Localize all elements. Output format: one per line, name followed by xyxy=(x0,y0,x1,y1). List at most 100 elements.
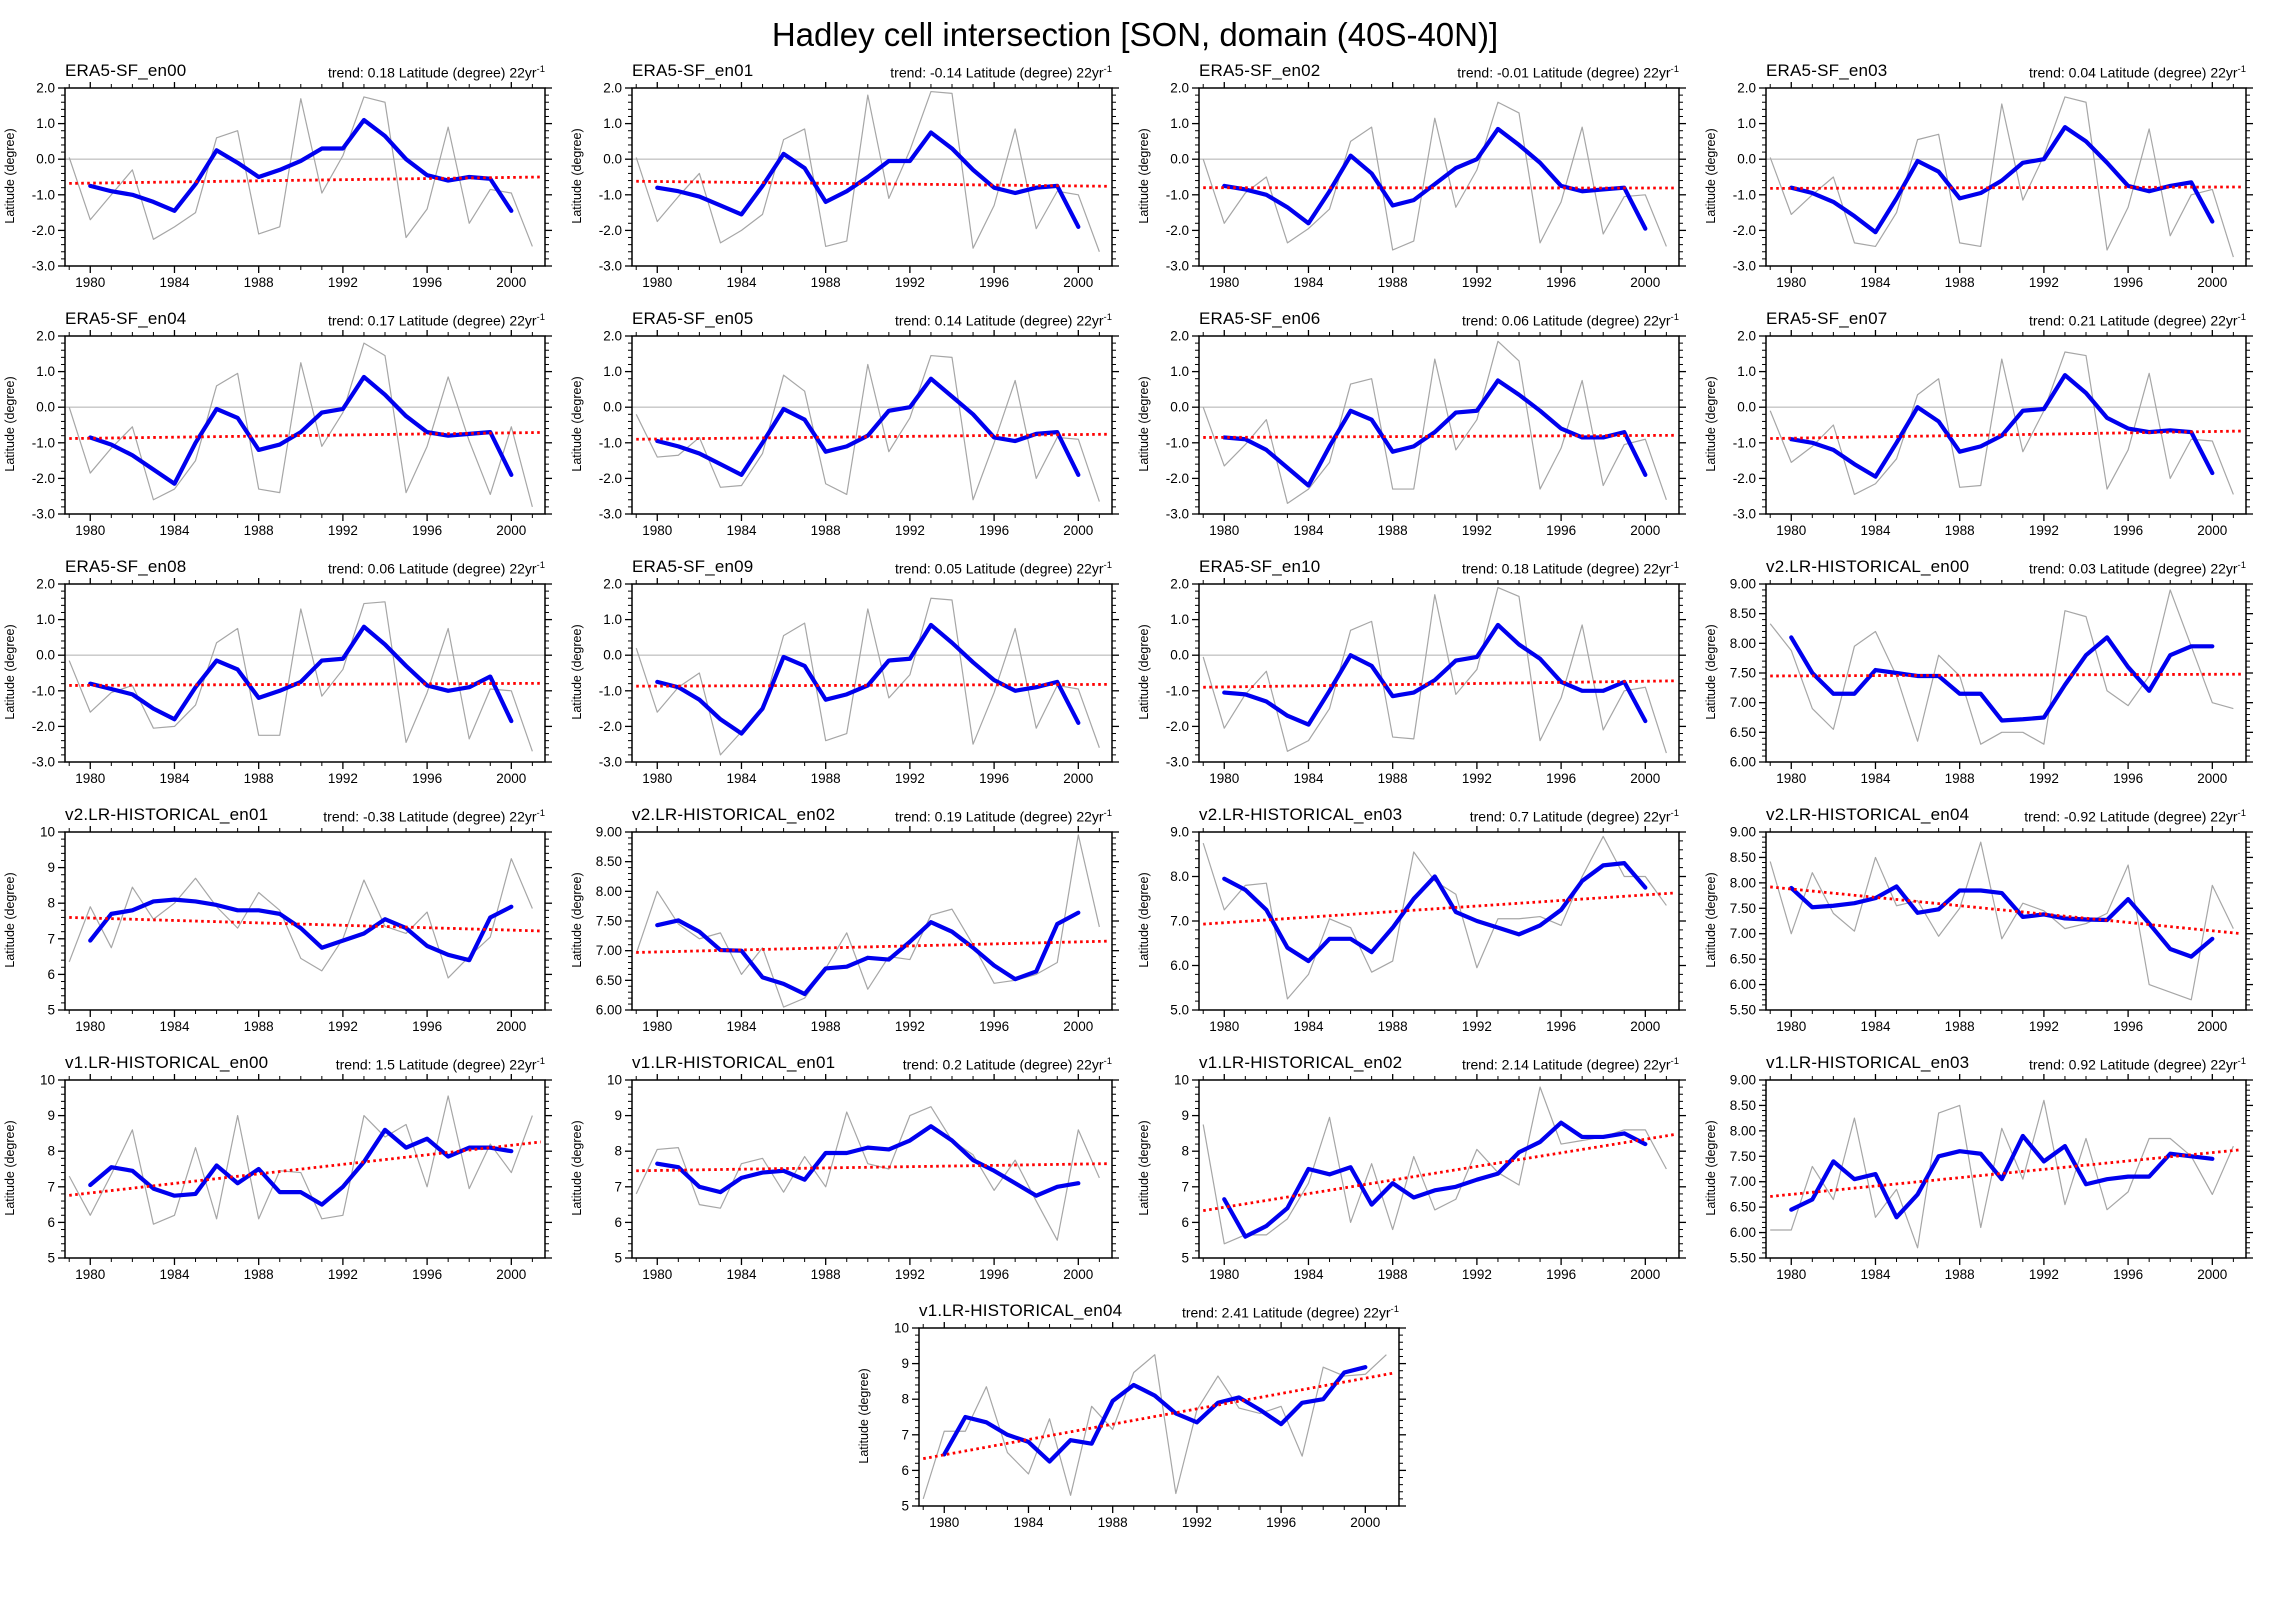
x-tick-label: 1980 xyxy=(1209,771,1239,786)
x-tick-label: 1996 xyxy=(979,523,1009,538)
smoothed-series-line xyxy=(88,897,514,963)
trend-line xyxy=(1770,429,2242,440)
y-axis-label: Latitude (degree) xyxy=(1704,1120,1718,1216)
x-tick-label: 1996 xyxy=(2113,1019,2143,1034)
x-tick-label: 1992 xyxy=(328,523,358,538)
chart-panel: ERA5-SF_en10 trend: 0.18 Latitude (degree… xyxy=(1135,552,1695,796)
y-tick-label: -1.0 xyxy=(1166,683,1189,698)
y-tick-label: 0.0 xyxy=(1737,152,1756,167)
chart-panel: ERA5-SF_en00 trend: 0.18 Latitude (degree… xyxy=(1,56,561,300)
y-tick-label: -3.0 xyxy=(1733,507,1756,522)
raw-series-line xyxy=(1202,340,1667,504)
x-tick-label: 1980 xyxy=(1776,523,1806,538)
x-tick-label: 1984 xyxy=(726,1267,757,1282)
x-tick-label: 2000 xyxy=(1630,1267,1660,1282)
x-tick-label: 1980 xyxy=(1776,771,1806,786)
y-tick-label: -1.0 xyxy=(1733,187,1756,202)
panel-title: v2.LR-HISTORICAL_en02 xyxy=(632,805,836,824)
chart-panel: ERA5-SF_en09 trend: 0.05 Latitude (degree… xyxy=(568,552,1128,796)
x-tick-label: 1996 xyxy=(1266,1515,1296,1530)
x-tick-label: 1984 xyxy=(726,523,757,538)
y-tick-label: 6.00 xyxy=(1730,755,1756,770)
x-tick-label: 2000 xyxy=(496,523,526,538)
x-tick-label: 1996 xyxy=(979,1267,1009,1282)
chart-panel: v1.LR-HISTORICAL_en01 trend: 0.2 Latitude… xyxy=(568,1048,1128,1292)
raw-series-line xyxy=(1202,101,1667,251)
y-tick-label: 6 xyxy=(614,1215,622,1230)
panel-header: v1.LR-HISTORICAL_en01 trend: 0.2 Latitude… xyxy=(568,1048,1128,1074)
plot-svg: 1980 1984 1988 1992 1996 2000 10 9 8 7 6 5 xyxy=(894,1322,1406,1530)
y-tick-label: -1.0 xyxy=(32,435,55,450)
y-tick-label: 0.0 xyxy=(1737,400,1756,415)
x-tick-label: 1992 xyxy=(1462,275,1492,290)
panel-title: v2.LR-HISTORICAL_en00 xyxy=(1766,557,1970,576)
panel-header: ERA5-SF_en02 trend: -0.01 Latitude (degre… xyxy=(1135,56,1695,82)
x-tick-label: 1988 xyxy=(1945,1019,1975,1034)
x-tick-label: 1992 xyxy=(328,771,358,786)
smoothed-series-line xyxy=(655,622,1081,736)
y-tick-label: 6 xyxy=(901,1463,909,1478)
x-tick-label: 1996 xyxy=(412,523,442,538)
y-axis-label: Latitude (degree) xyxy=(570,624,584,720)
x-tick-label: 1992 xyxy=(895,1019,925,1034)
chart-panel: ERA5-SF_en08 trend: 0.06 Latitude (degree… xyxy=(1,552,561,796)
x-tick-label: 1984 xyxy=(159,523,190,538)
plot-svg: 1980 1984 1988 1992 1996 2000 9.00 8.50 8.00 7.50… xyxy=(596,826,1119,1034)
raw-series-line xyxy=(68,342,533,508)
raw-series-line xyxy=(68,858,533,979)
y-tick-label: 0.0 xyxy=(1170,400,1189,415)
plot-svg: 1980 1984 1988 1992 1996 2000 2.0 1.0 0.0 -1.0 -2.… xyxy=(1166,330,1686,538)
y-tick-label: 0.0 xyxy=(36,152,55,167)
y-tick-label: 9.00 xyxy=(1730,578,1756,592)
x-tick-label: 2000 xyxy=(2197,523,2227,538)
panel-trend-label: trend: 0.14 Latitude (degree) 22yr-1 xyxy=(894,312,1112,329)
y-tick-label: 2.0 xyxy=(1737,330,1756,344)
y-tick-label: 1.0 xyxy=(1170,364,1189,379)
plot-svg: 1980 1984 1988 1992 1996 2000 2.0 1.0 0.0 -1.0 -2.… xyxy=(1733,330,2253,538)
y-tick-label: -1.0 xyxy=(599,683,622,698)
y-tick-label: 7.00 xyxy=(1730,926,1756,941)
x-tick-label: 1996 xyxy=(1546,1267,1576,1282)
x-tick-label: 1984 xyxy=(1860,523,1891,538)
x-tick-label: 1984 xyxy=(1013,1515,1044,1530)
panel-header: ERA5-SF_en10 trend: 0.18 Latitude (degree… xyxy=(1135,552,1695,578)
smoothed-series-line xyxy=(1222,622,1648,727)
x-tick-label: 1988 xyxy=(1378,1267,1408,1282)
x-tick-label: 1980 xyxy=(642,1019,672,1034)
x-tick-label: 1980 xyxy=(1209,275,1239,290)
x-tick-label: 1980 xyxy=(1776,275,1806,290)
smoothed-series-line xyxy=(1789,635,2215,723)
plot-svg: 1980 1984 1988 1992 1996 2000 2.0 1.0 0.0 -1.0 -2.… xyxy=(599,82,1119,290)
y-tick-label: 2.0 xyxy=(1737,82,1756,96)
panel-trend-label: trend: -0.01 Latitude (degree) 22yr-1 xyxy=(1457,64,1679,81)
panel-title: v1.LR-HISTORICAL_en00 xyxy=(65,1053,269,1072)
raw-series-line xyxy=(68,96,533,247)
raw-series-line xyxy=(1769,96,2234,258)
x-tick-label: 1992 xyxy=(2029,275,2059,290)
x-tick-label: 1988 xyxy=(1945,1267,1975,1282)
panel-header: ERA5-SF_en09 trend: 0.05 Latitude (degree… xyxy=(568,552,1128,578)
x-tick-label: 1992 xyxy=(2029,771,2059,786)
x-tick-label: 1996 xyxy=(1546,1019,1576,1034)
trend-line xyxy=(69,916,541,933)
panel-trend-label: trend: -0.14 Latitude (degree) 22yr-1 xyxy=(890,64,1112,81)
y-tick-label: 5 xyxy=(47,1251,55,1266)
y-axis-label: Latitude (degree) xyxy=(1137,128,1151,224)
smoothed-series-line xyxy=(1789,884,2215,959)
panel-title: v2.LR-HISTORICAL_en03 xyxy=(1199,805,1403,824)
x-tick-label: 2000 xyxy=(2197,1019,2227,1034)
x-tick-label: 2000 xyxy=(1350,1515,1380,1530)
panel-trend-label: trend: 2.14 Latitude (degree) 22yr-1 xyxy=(1461,1056,1679,1073)
y-tick-label: -2.0 xyxy=(1166,471,1189,486)
y-tick-label: 5.50 xyxy=(1730,1003,1756,1018)
x-tick-label: 1984 xyxy=(1860,771,1891,786)
x-tick-label: 1996 xyxy=(979,771,1009,786)
smoothed-series-line xyxy=(1222,126,1648,231)
y-tick-label: 7.00 xyxy=(1730,695,1756,710)
y-tick-label: 9.00 xyxy=(596,826,622,840)
x-tick-label: 2000 xyxy=(1063,275,1093,290)
y-tick-label: 0.0 xyxy=(603,152,622,167)
y-tick-label: 1.0 xyxy=(36,364,55,379)
panel-trend-label: trend: -0.92 Latitude (degree) 22yr-1 xyxy=(2024,808,2246,825)
raw-series-line xyxy=(68,1095,533,1225)
